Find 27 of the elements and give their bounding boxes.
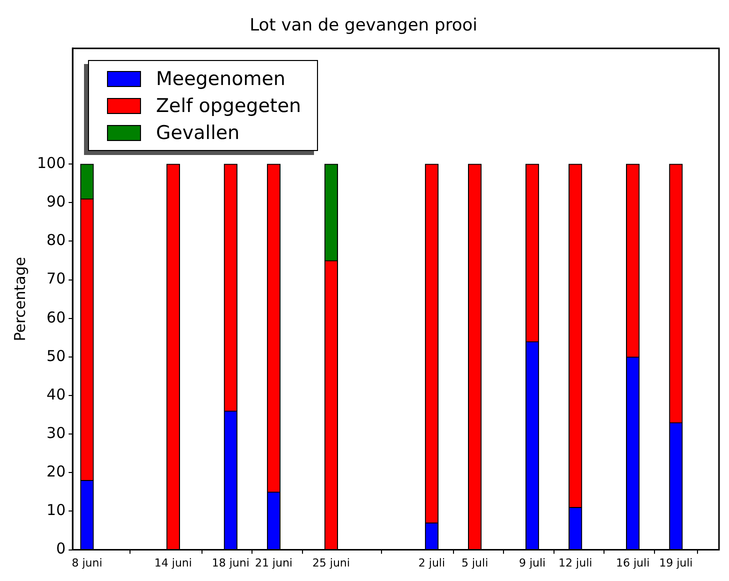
y-tick-label: 70 xyxy=(46,270,66,288)
x-tick-label: 16 juli xyxy=(616,556,650,570)
y-tick-label: 80 xyxy=(46,231,66,250)
x-tick-label: 14 juni xyxy=(154,556,192,570)
legend-label: Zelf opgegeten xyxy=(156,94,302,116)
y-axis-title: Percentage xyxy=(10,256,29,342)
x-tick-label: 9 juli xyxy=(518,556,546,570)
y-tick-label: 50 xyxy=(46,346,66,365)
x-tick-label: 8 juni xyxy=(72,556,102,570)
x-tick-label: 2 juli xyxy=(418,556,446,570)
x-tick-label: 19 juli xyxy=(659,556,693,570)
x-tick-label: 5 juli xyxy=(461,556,488,570)
chart-title: Lot van de gevangen prooi xyxy=(250,16,478,36)
x-tick-label: 25 juni xyxy=(312,556,350,570)
x-tick-label: 21 juni xyxy=(254,556,293,570)
y-tick-label: 90 xyxy=(46,192,66,211)
y-tick-label: 30 xyxy=(46,424,66,442)
y-tick-label: 40 xyxy=(46,385,66,404)
y-tick-label: 60 xyxy=(46,308,66,326)
y-tick-label: 100 xyxy=(36,154,66,172)
legend-label: Gevallen xyxy=(156,122,240,144)
y-tick-label: 0 xyxy=(56,540,66,558)
y-tick-label: 20 xyxy=(46,462,66,481)
x-tick-label: 18 juni xyxy=(212,556,250,570)
x-tick-label: 12 juli xyxy=(558,556,592,570)
legend-label: Meegenomen xyxy=(156,68,286,90)
y-tick-label: 10 xyxy=(46,501,66,520)
